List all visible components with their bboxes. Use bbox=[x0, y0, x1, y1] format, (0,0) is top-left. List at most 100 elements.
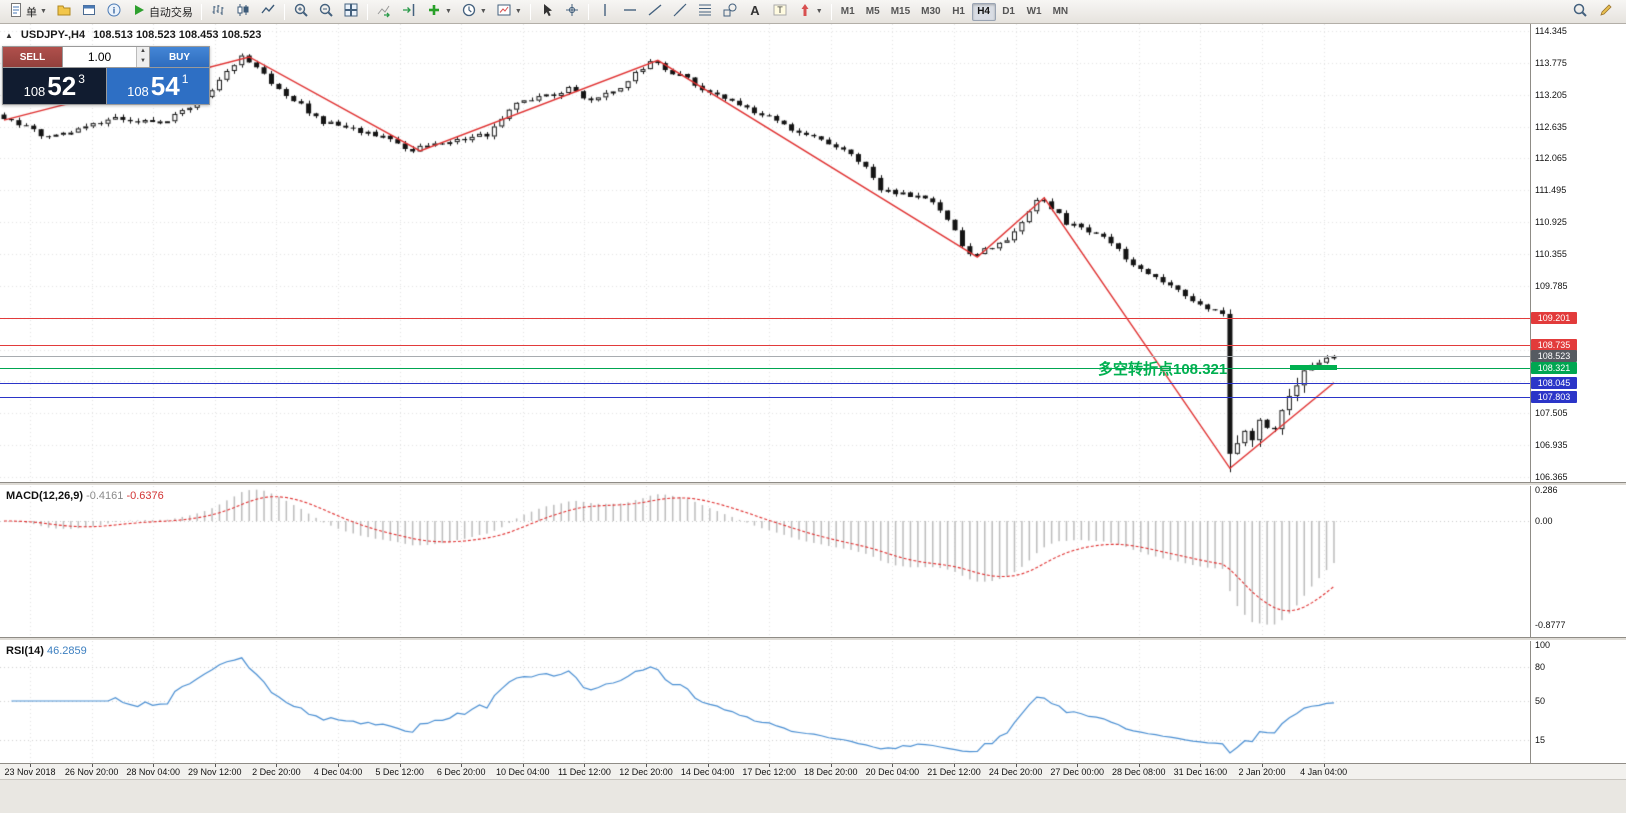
resistance-line-1[interactable] bbox=[0, 318, 1530, 320]
resistance-line-2-label[interactable]: 108.735 bbox=[1531, 338, 1577, 351]
resistance-line-2[interactable] bbox=[0, 344, 1530, 346]
zoom-out-button[interactable] bbox=[314, 2, 338, 22]
time-axis[interactable]: 23 Nov 2018 26 Nov 20:00 28 Nov 04:00 29 No… bbox=[0, 763, 1626, 779]
toolbar-separator bbox=[529, 3, 531, 20]
timeframe-button-m1[interactable]: M1 bbox=[840, 6, 855, 17]
volume-field-wrap: ▲▼ bbox=[63, 47, 149, 67]
auto-scroll-button[interactable] bbox=[372, 2, 396, 22]
volume-input[interactable] bbox=[63, 49, 136, 65]
time-axis-label: 4 Jan 04:00 bbox=[1300, 767, 1348, 777]
time-axis-label: 20 Dec 04:00 bbox=[865, 767, 920, 777]
time-axis-tick-mark bbox=[1200, 764, 1201, 767]
fibonacci-button[interactable] bbox=[693, 2, 717, 22]
price-chart-canvas[interactable] bbox=[0, 24, 1530, 482]
svg-text:T: T bbox=[777, 5, 783, 15]
timeframe-button-d1[interactable]: D1 bbox=[1002, 6, 1015, 17]
rsi-axis[interactable]: 100 80 50 15 bbox=[1530, 641, 1626, 763]
candlestick-chart-button[interactable] bbox=[231, 2, 255, 22]
panel-splitter-1[interactable] bbox=[0, 482, 1626, 486]
stepper-up-icon[interactable]: ▲ bbox=[137, 47, 149, 57]
autotrading-button[interactable]: 自动交易 bbox=[127, 2, 197, 22]
one-click-toggle-icon[interactable]: ▲ bbox=[5, 30, 13, 40]
buy-button[interactable]: BUY bbox=[150, 47, 209, 67]
time-axis-tick-mark bbox=[769, 764, 770, 767]
label-button[interactable]: T bbox=[768, 2, 792, 22]
svg-text:A: A bbox=[750, 3, 760, 18]
price-axis-tick: 112.635 bbox=[1535, 121, 1567, 132]
indicators-button[interactable]: ▼ bbox=[422, 2, 456, 22]
timeframe-button-m30[interactable]: M30 bbox=[921, 6, 941, 17]
timeframe-button-w1[interactable]: W1 bbox=[1026, 6, 1042, 17]
sell-price-button[interactable]: 108 52 3 bbox=[3, 68, 106, 104]
text-button[interactable]: A bbox=[743, 2, 767, 22]
chart-shift-button[interactable] bbox=[397, 2, 421, 22]
line-chart-button[interactable] bbox=[256, 2, 280, 22]
support-line-1[interactable] bbox=[0, 383, 1530, 385]
current-bid-line[interactable] bbox=[0, 356, 1530, 358]
tile-windows-button[interactable] bbox=[339, 2, 363, 22]
bar-chart-button[interactable] bbox=[206, 2, 230, 22]
rsi-canvas[interactable] bbox=[0, 641, 1530, 763]
arrows-button[interactable]: ▼ bbox=[793, 2, 827, 22]
timeframe-button-mn[interactable]: MN bbox=[1052, 6, 1069, 17]
time-axis-label: 2 Jan 20:00 bbox=[1238, 767, 1286, 777]
resistance-line-1-label[interactable]: 109.201 bbox=[1531, 312, 1577, 325]
pencil-icon bbox=[1598, 2, 1614, 21]
template-icon bbox=[496, 2, 512, 21]
vline-icon bbox=[597, 2, 613, 21]
quick-edit-button[interactable] bbox=[1594, 2, 1618, 22]
fibo-icon bbox=[697, 2, 713, 21]
timeframe-button-h1[interactable]: H1 bbox=[952, 6, 965, 17]
time-axis-tick-mark bbox=[461, 764, 462, 767]
macd-axis-tick: -0.8777 bbox=[1535, 619, 1566, 630]
macd-axis[interactable]: 0.286 0.00 -0.8777 bbox=[1530, 486, 1626, 637]
price-axis-tick: 113.205 bbox=[1535, 89, 1567, 100]
rsi-value: 46.2859 bbox=[46, 645, 87, 657]
pivot-annotation-highlight[interactable] bbox=[1290, 365, 1337, 371]
data-window-button[interactable]: i bbox=[102, 2, 126, 22]
support-line-1-label[interactable]: 108.045 bbox=[1531, 377, 1577, 390]
horizontal-line-button[interactable] bbox=[618, 2, 642, 22]
panel-splitter-2[interactable] bbox=[0, 637, 1626, 641]
periods-button[interactable]: ▼ bbox=[457, 2, 491, 22]
buy-price-int: 108 bbox=[127, 84, 149, 99]
cursor-button[interactable] bbox=[535, 2, 559, 22]
shapes-button[interactable] bbox=[718, 2, 742, 22]
time-axis-label: 28 Dec 08:00 bbox=[1112, 767, 1166, 777]
support-line-2-label[interactable]: 107.803 bbox=[1531, 390, 1577, 403]
vertical-line-button[interactable] bbox=[593, 2, 617, 22]
trendline-button[interactable] bbox=[643, 2, 667, 22]
pivot-line-green[interactable] bbox=[0, 367, 1530, 369]
time-axis-tick-mark bbox=[215, 764, 216, 767]
pivot-annotation-text[interactable]: 多空转折点108.321 bbox=[1098, 360, 1228, 378]
volume-stepper[interactable]: ▲ ▼ bbox=[136, 47, 149, 67]
profiles-button[interactable] bbox=[52, 2, 76, 22]
time-axis-tick-mark bbox=[30, 764, 31, 767]
macd-canvas[interactable] bbox=[0, 486, 1530, 637]
time-axis-label: 24 Dec 20:00 bbox=[988, 767, 1043, 777]
zoomout-icon bbox=[318, 2, 334, 21]
channel-button[interactable] bbox=[668, 2, 692, 22]
timeframe-button-h4[interactable]: H4 bbox=[971, 2, 996, 21]
time-axis-tick-mark bbox=[708, 764, 709, 767]
market-watch-button[interactable] bbox=[77, 2, 101, 22]
templates-button[interactable]: ▼ bbox=[492, 2, 526, 22]
sell-price-pips: 52 bbox=[47, 70, 77, 101]
timeframe-button-m15[interactable]: M15 bbox=[890, 6, 911, 17]
stepper-down-icon[interactable]: ▼ bbox=[137, 57, 149, 67]
sell-button[interactable]: SELL bbox=[3, 47, 62, 67]
new-order-button[interactable]: 单 ▼ bbox=[4, 2, 51, 22]
buy-price-button[interactable]: 108 54 1 bbox=[106, 68, 209, 104]
symbol-search-button[interactable] bbox=[1568, 2, 1592, 22]
timeframe-button-m5[interactable]: M5 bbox=[865, 6, 880, 17]
macd-panel: MACD(12,26,9) -0.4161 -0.6376 0.286 0.00 -… bbox=[0, 486, 1626, 637]
crosshair-button[interactable] bbox=[560, 2, 584, 22]
rsi-panel: RSI(14) 46.2859 100 80 50 15 bbox=[0, 641, 1626, 763]
current-bid-line-label[interactable]: 108.523 bbox=[1531, 350, 1577, 363]
support-line-2[interactable] bbox=[0, 396, 1530, 398]
trend-icon bbox=[647, 2, 663, 21]
zoom-in-button[interactable] bbox=[289, 2, 313, 22]
pivot-line-green-label[interactable]: 108.321 bbox=[1531, 361, 1577, 374]
time-axis-tick-mark bbox=[1324, 764, 1325, 767]
price-axis[interactable]: 114.345 113.775 113.205 112.635 112.065 111.4… bbox=[1530, 24, 1626, 482]
